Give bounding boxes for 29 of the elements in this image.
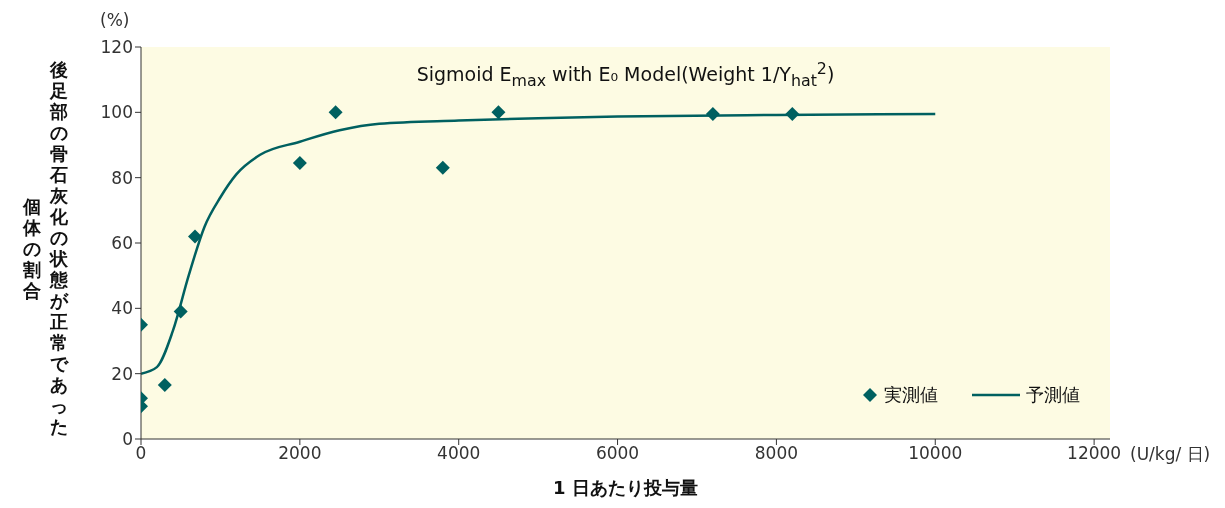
y-tick-label: 20 — [111, 363, 133, 384]
x-tick-label: 0 — [135, 443, 147, 464]
text: (%) — [100, 10, 130, 30]
point — [188, 229, 203, 244]
point — [491, 105, 506, 120]
point — [173, 304, 188, 319]
x-tick-label: 10000 — [908, 443, 963, 464]
point — [328, 105, 343, 120]
y-tick-label: 40 — [111, 298, 133, 319]
x-tick-label: 12000 — [1067, 443, 1122, 464]
text: Sigmoid E$_{max}$ with E₀ Model(Weight 1/Y$_{hat}$$^{2}$) — [415, 59, 836, 91]
text: (U/kg/ 日) — [1130, 443, 1211, 466]
x-tick-label: 4000 — [437, 443, 481, 464]
point — [292, 155, 307, 170]
x-tick-label: 8000 — [754, 443, 799, 464]
point — [705, 106, 720, 121]
x-axis-title: 1 日あたり投与量 — [552, 476, 699, 500]
y-tick-label: 0 — [122, 429, 133, 450]
point — [435, 160, 450, 175]
y-tick-label: 120 — [100, 37, 133, 58]
legend-label: 実測値 — [884, 383, 938, 407]
y-tick-label: 100 — [100, 102, 133, 123]
point — [785, 106, 800, 121]
legend-label: 予測値 — [1026, 383, 1080, 407]
y-tick-label: 60 — [111, 233, 133, 254]
point — [157, 378, 172, 393]
y-tick-label: 80 — [111, 167, 133, 188]
x-tick-label: 6000 — [595, 443, 640, 464]
x-tick-label: 2000 — [278, 443, 322, 464]
